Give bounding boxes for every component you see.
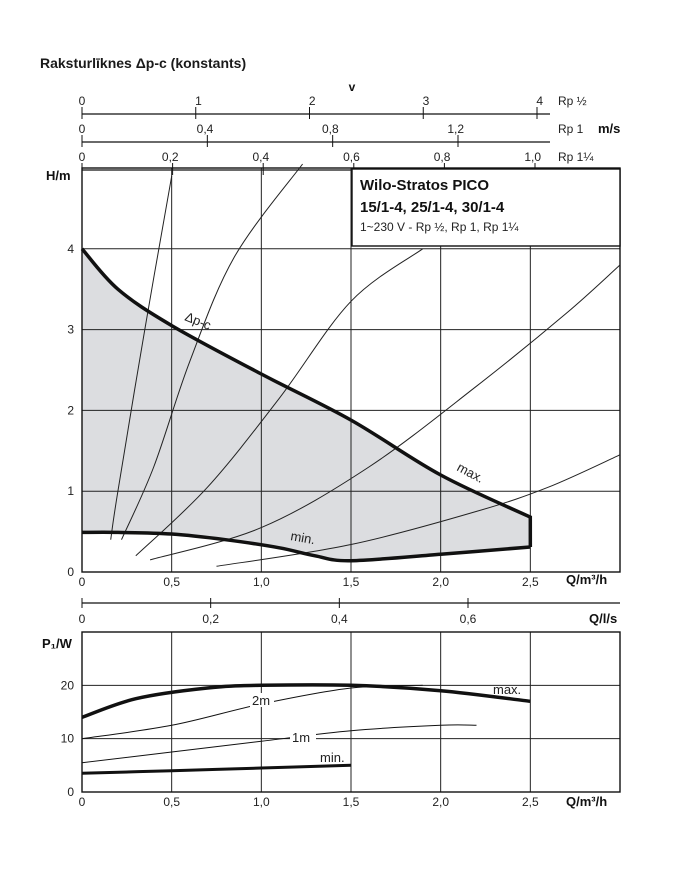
curve-label: 2m [252,693,270,708]
y-axis-label: P₁/W [42,636,73,651]
system-curve [149,264,621,561]
system-curve [110,176,173,540]
system-curve [216,454,621,567]
velocity-tick-label: 0,6 [343,150,360,164]
velocity-tick-label: 4 [536,94,543,108]
velocity-tick-label: 0 [79,150,86,164]
curve-label: 1m [292,730,310,745]
velocity-tick-label: 0,4 [197,122,214,136]
velocity-label: v [349,80,356,94]
x-tick-label: 1,0 [253,795,270,809]
x-axis-label: Q/m³/h [566,572,607,587]
x-tick-label: 2,5 [522,795,539,809]
x-tick-label: 0 [79,795,86,809]
system-curve [135,248,423,557]
info-box [351,168,621,247]
min-curve [81,530,531,563]
velocity-unit-label: m/s [598,121,620,136]
velocity-tick-label: 1,2 [447,122,464,136]
x-tick-label: 0 [79,575,86,589]
x-tick-label: 1,0 [253,575,270,589]
y-tick-label: 3 [67,323,74,337]
y-tick-label: 4 [67,242,74,256]
ls-tick-label: 0,2 [202,612,219,626]
power-chart: 2m 1m max. min. 0 0,5 1,0 1,5 2,0 2,5 0 10 20 P₁/W Q/m… [42,631,621,809]
plot-frame [81,167,621,573]
operating-area [82,248,531,561]
power-curve [81,763,352,775]
velocity-tick-label: 0,8 [322,122,339,136]
y-axis-label: H/m [46,168,71,183]
velocity-tick-label: 0,2 [162,150,179,164]
ls-axis-label: Q/l/s [589,611,617,626]
info-models: 15/1-4, 25/1-4, 30/1-4 [360,199,505,216]
velocity-tick-label: 2 [309,94,316,108]
pipe-size-label: Rp 1¼ [558,150,594,164]
x-tick-label: 0,5 [163,795,180,809]
ls-tick-label: 0,6 [460,612,477,626]
y-tick-label: 20 [61,678,75,692]
y-tick-label: 0 [67,565,74,579]
y-tick-label: 0 [67,785,74,799]
y-tick-label: 2 [67,403,74,417]
ls-tick-label: 0 [79,612,86,626]
pipe-size-label: Rp 1 [558,122,584,136]
curve-label: min. [320,750,345,765]
x-tick-label: 2,0 [432,575,449,589]
velocity-scales: v 0 1 2 3 4 Rp ½ 0 0,4 0,8 1,2 Rp 1 0 0,2 0,4 0,6 0,8 1,0… [79,80,620,175]
ls-tick-label: 0,4 [331,612,348,626]
flow-ls-axis: 0 0,2 0,4 0,6 Q/l/s [79,598,620,626]
pipe-size-label: Rp ½ [558,94,587,108]
curve-label: max. [455,459,487,485]
velocity-tick-label: 0,4 [253,150,270,164]
info-voltage: 1~230 V - Rp ½, Rp 1, Rp 1¼ [360,220,519,234]
curve-label: min. [289,528,316,547]
velocity-tick-label: 1 [195,94,202,108]
head-chart: 0 0,5 1,0 1,5 2,0 2,501234H/mQ/m³/hΔp-cmax.mi… [46,163,621,589]
system-curve [121,163,304,540]
velocity-tick-label: 1,0 [524,150,541,164]
velocity-tick-label: 0 [79,122,86,136]
x-tick-label: 1,5 [343,575,360,589]
x-tick-label: 2,0 [432,795,449,809]
velocity-tick-label: 0,8 [434,150,451,164]
page-title: Raksturlīknes Δp-c (konstants) [40,55,247,71]
y-tick-label: 10 [61,732,75,746]
x-axis-label: Q/m³/h [566,794,607,809]
velocity-tick-label: 0 [79,94,86,108]
max-curve [80,247,533,547]
velocity-tick-label: 3 [423,94,430,108]
x-tick-label: 2,5 [522,575,539,589]
label-mask [250,693,274,707]
curve-label: max. [493,682,521,697]
y-tick-label: 1 [67,484,74,498]
info-title: Wilo-Stratos PICO [360,177,489,194]
x-tick-label: 0,5 [163,575,180,589]
plot-frame [81,631,621,793]
x-tick-label: 1,5 [343,795,360,809]
label-mask [290,730,316,744]
power-curve [81,683,531,719]
